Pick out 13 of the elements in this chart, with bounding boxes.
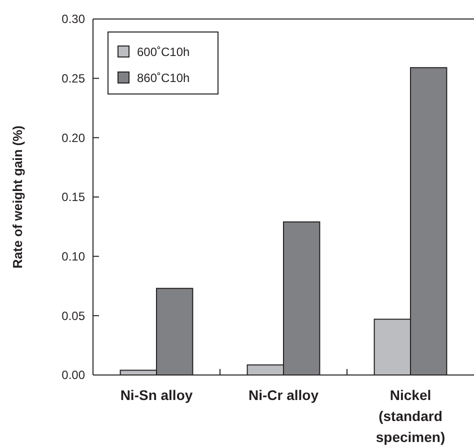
y-tick-label: 0.10 [62,250,86,264]
x-tick-label: Nickel (standard specimen) [376,387,446,445]
x-tick-label: Ni-Sn alloy [120,387,193,403]
legend-label: 860˚C10h [137,71,190,85]
y-tick-label: 0.05 [62,308,86,323]
y-axis-title: Rate of weight gain (%) [10,126,25,268]
y-tick-label: 0.30 [62,12,86,26]
legend-label: 600˚C10h [137,45,190,59]
y-tick-label: 0.15 [62,190,86,204]
y-tick-label: 0.00 [62,368,86,382]
y-tick-label: 0.25 [62,72,86,86]
x-tick-label: Ni-Cr alloy [248,387,319,403]
y-tick-label: 0.20 [62,130,86,145]
